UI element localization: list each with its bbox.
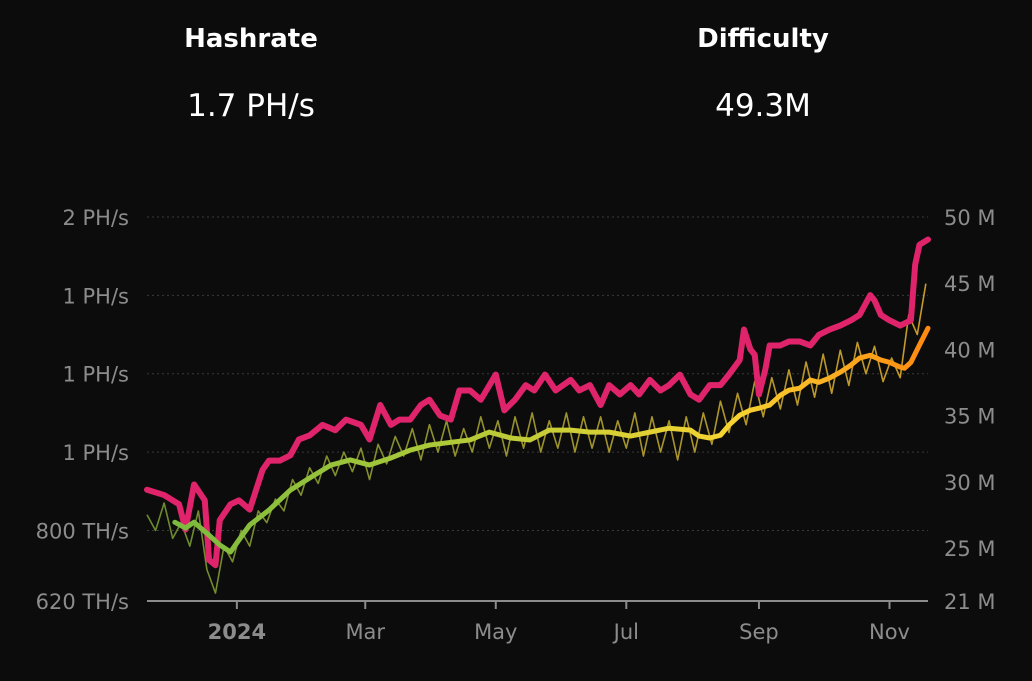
hashrate-moving-average-line [172,325,931,555]
difficulty-line [144,236,931,569]
x-axis-tick-label: 2024 [208,620,266,644]
left-axis-ticks: 620 TH/s 800 TH/s 1 PH/s 1 PH/s 1 PH/s 2 PH/s [36,206,129,614]
grid-lines [147,216,928,531]
right-axis-tick-label: 50 M [944,206,996,230]
left-axis-tick-label: 2 PH/s [62,206,129,230]
right-axis-ticks: 21 M 25 M 30 M 35 M 40 M 45 M 50 M [944,206,996,614]
x-axis-tick-label: Jul [612,620,639,644]
right-axis-tick-label: 30 M [944,471,996,495]
right-axis-tick-label: 35 M [944,405,996,429]
difficulty-label: Difficulty [697,24,829,54]
left-axis-tick-label: 1 PH/s [62,441,129,465]
x-axis-tick-label: Sep [739,620,779,644]
hashrate-value: 1.7 PH/s [187,88,315,124]
right-axis-tick-label: 45 M [944,272,996,296]
x-axis-tick-label: Mar [345,620,385,644]
x-axis: 2024 Mar May Jul Sep Nov [147,600,928,644]
x-axis-tick-label: May [474,620,517,644]
right-axis-tick-label: 40 M [944,338,996,362]
right-axis-tick-label: 25 M [944,537,996,561]
left-axis-tick-label: 800 TH/s [36,519,129,543]
right-axis-tick-label: 21 M [944,590,996,614]
difficulty-value: 49.3M [715,88,811,124]
hashrate-label: Hashrate [184,24,318,54]
left-axis-tick-label: 1 PH/s [62,363,129,387]
left-axis-tick-label: 620 TH/s [36,590,129,614]
x-axis-tick-label: Nov [869,620,910,644]
series-lines [144,236,931,594]
left-axis-tick-label: 1 PH/s [62,284,129,308]
